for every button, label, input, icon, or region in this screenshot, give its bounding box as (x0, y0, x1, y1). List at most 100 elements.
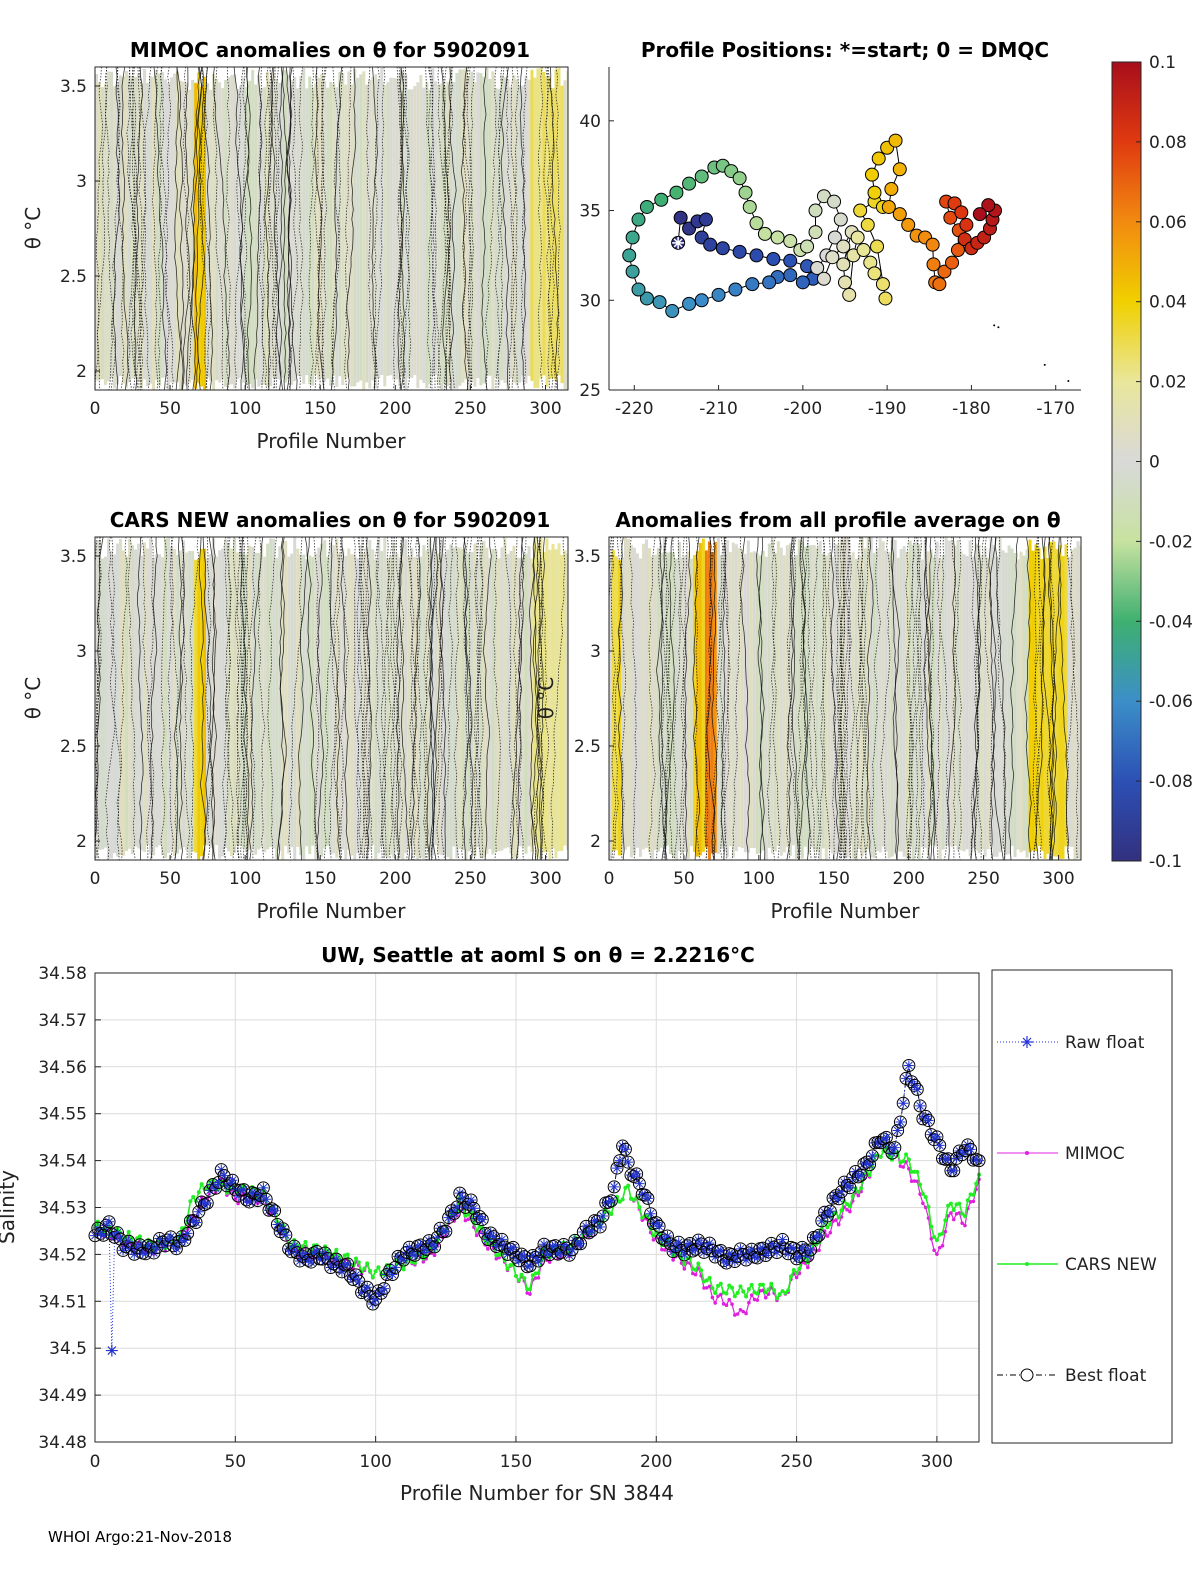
mimoc-point (724, 1303, 729, 1308)
contour-line (438, 537, 447, 860)
contour-line (923, 537, 935, 860)
best-float-marker (804, 1243, 818, 1257)
anomaly-column (782, 555, 786, 853)
contour-line (656, 537, 667, 860)
x-tick-label: 200 (379, 399, 411, 419)
salinity-legend: Raw float MIMOC CARS NEW Best float (991, 969, 1173, 1444)
cars-point (741, 1289, 746, 1294)
contour-line (195, 67, 205, 390)
anomaly-column (443, 553, 447, 854)
anomaly-column (953, 545, 957, 847)
y-tick-label: 35 (579, 202, 601, 222)
contour-line (174, 67, 184, 390)
contour-line (1069, 537, 1079, 860)
cars-point (839, 1208, 844, 1213)
anomaly-column (101, 558, 105, 850)
cars-point (626, 1183, 631, 1188)
anomaly-column (890, 539, 894, 857)
raw-float-marker (853, 1171, 864, 1182)
y-tick-label: 34.58 (38, 964, 87, 984)
contour-line (360, 537, 369, 860)
contour-line (436, 537, 448, 860)
anomaly-column (344, 556, 348, 860)
raw-float-marker (741, 1254, 752, 1265)
best-float-marker (377, 1282, 391, 1296)
average-title: Anomalies from all profile average on θ (615, 508, 1060, 532)
salinity-title: UW, Seattle at aoml S on θ = 2.2216°C (321, 943, 755, 967)
position-marker (625, 264, 640, 279)
cars-point (780, 1289, 785, 1294)
y-tick-label: 34.48 (38, 1433, 87, 1453)
anomaly-column (392, 542, 396, 858)
mimoc-point (856, 1193, 861, 1198)
cars-point (906, 1157, 911, 1162)
position-marker (860, 217, 875, 232)
anomaly-column (260, 88, 264, 386)
contour-line (232, 537, 242, 860)
contour-line (787, 537, 799, 860)
raw-float-marker (550, 1240, 561, 1251)
anomaly-column (545, 538, 549, 853)
contour-line (151, 67, 159, 390)
raw-float-marker (235, 1185, 246, 1196)
cars-point (769, 1281, 774, 1286)
anomaly-column (494, 549, 498, 852)
contour-line (428, 67, 437, 390)
anomaly-column (188, 89, 192, 383)
anomaly-column (938, 558, 942, 860)
contour-line (939, 537, 950, 860)
start-marker (672, 236, 685, 249)
contour-line (330, 537, 342, 860)
colorbar-tick-label: -0.1 (1149, 852, 1182, 872)
cars-point (323, 1244, 328, 1249)
raw-float-marker (743, 1247, 754, 1258)
legend-marker (1025, 1262, 1029, 1266)
anomaly-column (266, 543, 270, 850)
raw-float-marker (898, 1098, 909, 1109)
mimoc-point (710, 1295, 715, 1300)
cars-axes-box (94, 536, 569, 861)
cars-point (376, 1265, 381, 1270)
raw-float-marker (258, 1182, 269, 1193)
contour-line (855, 537, 862, 860)
anomaly-column (731, 542, 735, 858)
contour-line (474, 537, 484, 860)
cars-point (614, 1194, 619, 1199)
position-marker (783, 268, 798, 283)
cars-point (191, 1195, 196, 1200)
best-float-marker (832, 1192, 846, 1206)
best-float-marker (515, 1247, 529, 1261)
anomaly-column (167, 82, 171, 390)
mimoc-point (940, 1243, 945, 1248)
raw-float-marker (440, 1226, 451, 1237)
contour-line (257, 537, 266, 860)
anomaly-column (503, 77, 507, 383)
position-marker (867, 266, 882, 281)
raw-float-marker (962, 1139, 973, 1150)
anomaly-column (1031, 550, 1035, 851)
anomaly-column (680, 557, 684, 855)
mimoc-point (486, 1247, 490, 1251)
raw-float-marker (539, 1239, 550, 1250)
contour-line (508, 67, 516, 390)
anomaly-column (377, 539, 381, 854)
y-tick-label: 34.55 (38, 1105, 87, 1125)
raw-float-marker (137, 1248, 148, 1259)
anomaly-column (191, 551, 195, 852)
y-tick-label: 40 (579, 112, 601, 132)
anomaly-column (1013, 552, 1017, 858)
contour-line (240, 537, 249, 860)
raw-float-marker (713, 1246, 724, 1257)
raw-float-marker (603, 1197, 614, 1208)
contour-line (340, 537, 352, 860)
cars-point (836, 1215, 841, 1220)
anomaly-column (971, 556, 975, 849)
raw-float-marker (390, 1262, 401, 1273)
mimoc-point (901, 1165, 906, 1169)
anomaly-column (173, 548, 177, 856)
raw-float-marker (757, 1243, 768, 1254)
anomaly-column (896, 557, 900, 852)
x-tick-label: -210 (699, 399, 738, 419)
anomaly-column (563, 550, 567, 846)
raw-float-marker (611, 1163, 622, 1174)
